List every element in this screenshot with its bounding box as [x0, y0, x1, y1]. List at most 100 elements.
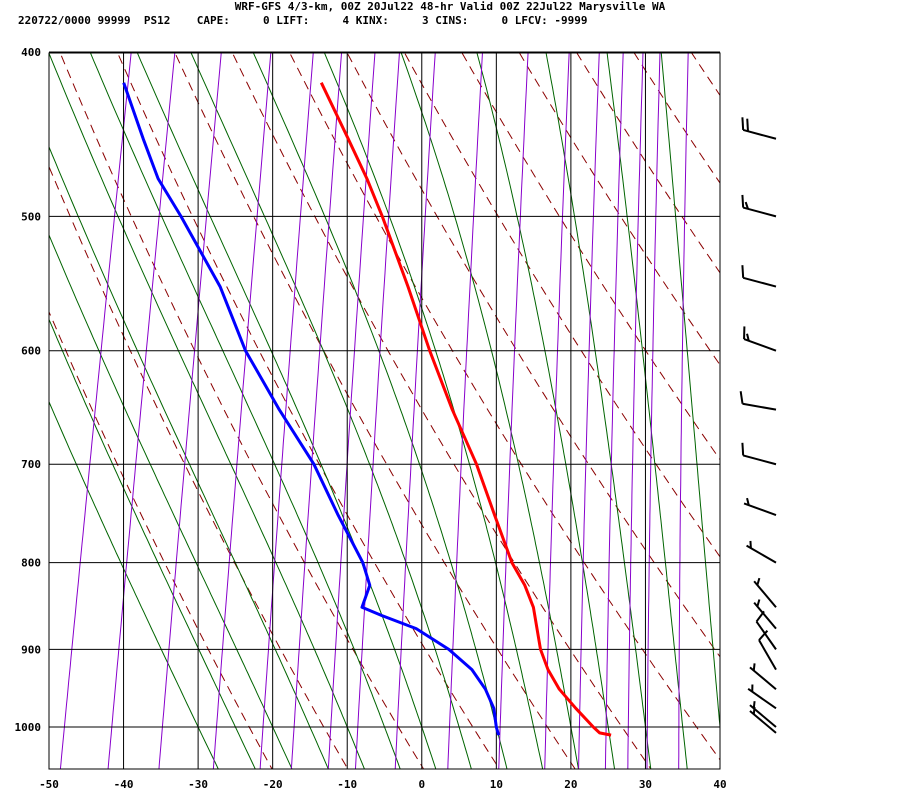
grid — [48, 51, 721, 769]
profiles — [122, 82, 612, 737]
wind-barb — [739, 391, 777, 411]
moist-adiabat — [252, 53, 508, 769]
dry-adiabat — [231, 53, 652, 769]
x-tick-label: -20 — [263, 778, 283, 791]
x-axis-ticks: -50 -40 -30 -20 -10 0 10 20 30 40 — [39, 778, 727, 791]
dry-adiabat — [723, 14, 900, 770]
mixing-ratio-line — [158, 53, 222, 769]
mixing-ratio-line — [59, 53, 132, 769]
wind-barb — [743, 326, 777, 352]
dewpoint-profile — [122, 82, 501, 736]
barb-feather — [746, 333, 750, 342]
barb-staff — [749, 710, 777, 734]
barb-staff — [742, 454, 777, 466]
x-tick-label: 0 — [418, 778, 425, 791]
moist-adiabat — [49, 145, 329, 769]
moist-adiabat — [476, 53, 616, 769]
x-tick-label: 10 — [490, 778, 503, 791]
y-tick-label: 900 — [21, 643, 41, 656]
x-tick-label: -40 — [114, 778, 134, 791]
barb-staff — [755, 620, 777, 650]
moist-adiabat — [190, 53, 472, 769]
x-tick-label: 30 — [639, 778, 652, 791]
barb-staff — [746, 544, 777, 564]
x-tick-label: -50 — [39, 778, 59, 791]
wind-barb — [747, 684, 777, 710]
mixing-ratio-line — [327, 53, 376, 769]
dry-adiabat — [461, 53, 720, 461]
moist-adiabat — [49, 318, 256, 769]
plot-frame — [48, 52, 721, 770]
barb-staff — [749, 666, 777, 690]
y-axis-ticks: 400 500 600 700 800 900 1000 — [15, 46, 42, 734]
barb-feather — [758, 629, 769, 641]
wind-barb — [741, 265, 777, 288]
wind-barb — [758, 629, 777, 671]
dry-adiabat — [49, 310, 273, 769]
chart-subtitle: 220722/0000 99999 PS12 CAPE: 0 LIFT: 4 K… — [18, 14, 588, 27]
moist-adiabat — [49, 233, 293, 769]
mixing-ratio-line — [604, 53, 624, 769]
barb-staff — [742, 402, 777, 411]
moist-adiabat — [323, 53, 544, 769]
wind-barb — [749, 701, 777, 728]
dry-adiabat — [633, 53, 720, 184]
mixing-ratio-line — [544, 53, 570, 769]
barb-feather — [741, 442, 745, 456]
mixing-ratio-line — [447, 53, 483, 769]
moist-adiabat — [49, 53, 365, 769]
mixing-ratio-line — [578, 53, 600, 769]
y-tick-label: 500 — [21, 210, 41, 223]
x-tick-label: 20 — [564, 778, 577, 791]
barb-feather — [739, 391, 744, 404]
moist-adiabat — [606, 53, 688, 769]
barb-staff — [742, 129, 777, 140]
moist-adiabat — [49, 400, 219, 769]
barb-feather — [741, 265, 745, 278]
background-lines — [49, 14, 900, 770]
barb-staff — [742, 276, 777, 288]
y-tick-label: 1000 — [15, 721, 42, 734]
mixing-ratio-line — [627, 53, 644, 769]
wind-barb — [741, 117, 777, 140]
wind-barbs — [739, 117, 777, 734]
y-tick-label: 600 — [21, 345, 41, 358]
wind-barb — [743, 497, 777, 517]
dry-adiabat — [836, 14, 900, 770]
wind-barb — [741, 194, 777, 218]
wind-barb — [753, 577, 777, 608]
mixing-ratio-line — [394, 53, 436, 769]
moist-adiabat — [400, 53, 579, 769]
dry-adiabat — [691, 53, 720, 97]
mixing-ratio-line — [290, 53, 343, 769]
dry-adiabat — [49, 165, 349, 769]
dry-adiabat — [576, 53, 720, 274]
barb-feather — [756, 577, 761, 586]
x-tick-label: 40 — [713, 778, 726, 791]
dry-adiabat — [893, 14, 900, 770]
barb-staff — [747, 688, 777, 710]
y-tick-label: 700 — [21, 458, 41, 471]
moist-adiabat — [660, 53, 720, 733]
mixing-ratio-line — [354, 53, 400, 769]
barb-feather — [746, 118, 749, 132]
barb-feather — [746, 497, 750, 506]
mixing-ratio-line — [259, 53, 314, 769]
barb-staff — [758, 639, 777, 671]
dry-adiabat — [779, 14, 900, 770]
x-tick-label: -30 — [188, 778, 208, 791]
barb-staff — [743, 502, 777, 517]
barb-feather — [752, 701, 756, 709]
dry-adiabat — [174, 53, 576, 769]
barb-feather — [756, 599, 761, 607]
wind-barb — [746, 540, 777, 564]
mixing-ratio-line — [498, 53, 529, 769]
barb-staff — [749, 704, 777, 728]
moist-adiabat — [545, 53, 652, 769]
wind-barb — [749, 663, 777, 690]
y-tick-label: 400 — [21, 46, 41, 59]
y-tick-label: 800 — [21, 557, 41, 570]
mixing-ratio-line — [678, 53, 689, 769]
barb-feather — [752, 663, 756, 671]
